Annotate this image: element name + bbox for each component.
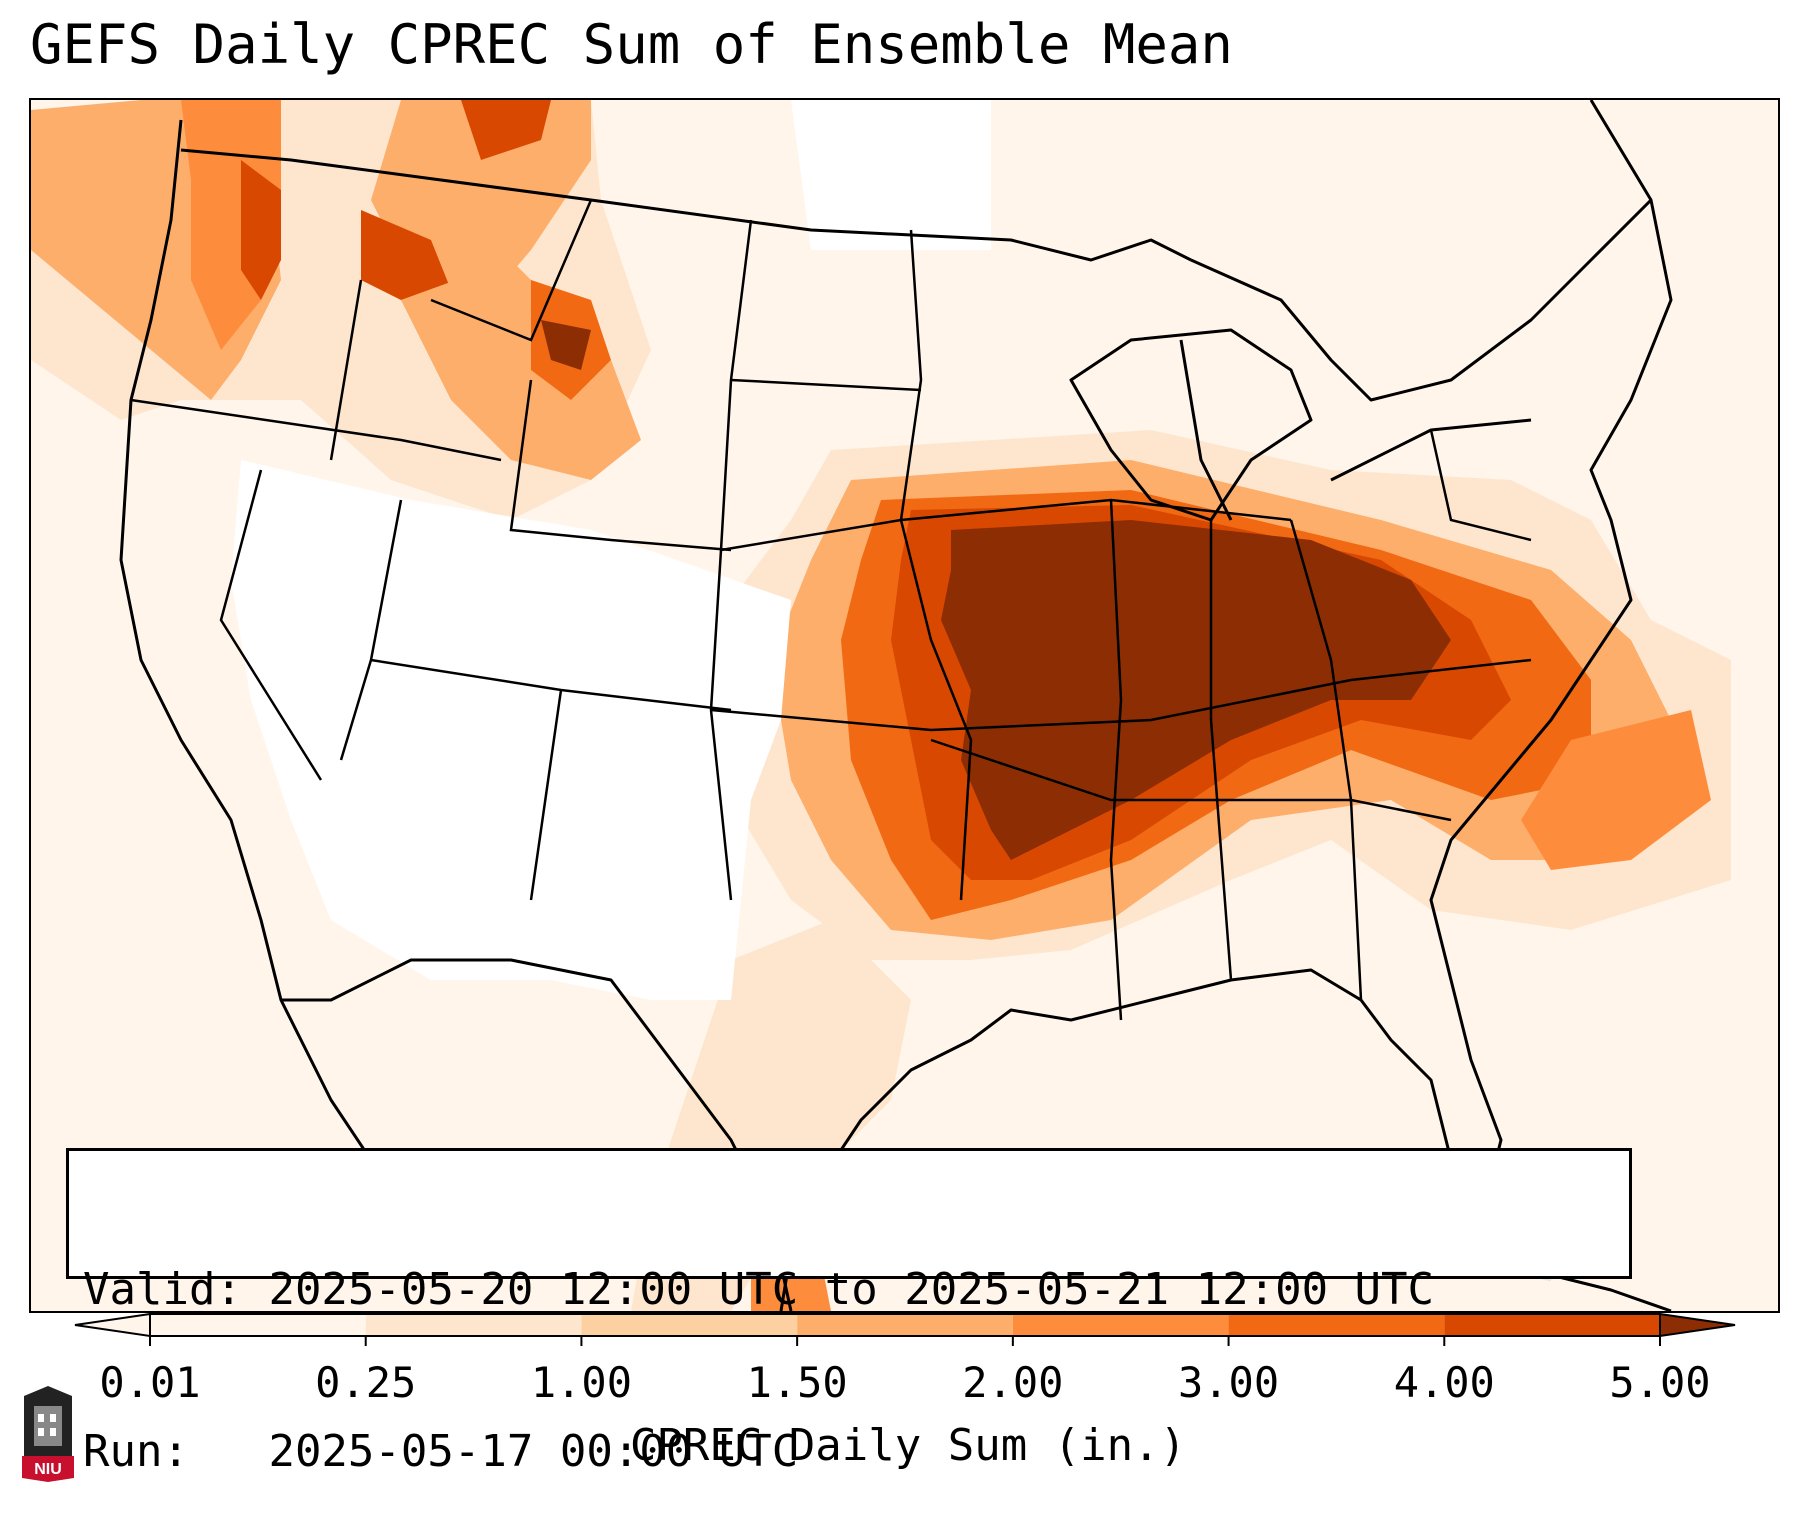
colorbar-segment — [1228, 1314, 1445, 1336]
colorbar-tick-label: 0.01 — [99, 1358, 201, 1407]
run-value: 2025-05-17 00:00 UTC — [268, 1426, 799, 1477]
border-ne-ks-row — [720, 498, 1292, 552]
colorbar-title: CPREC Daily Sum (in.) — [629, 1420, 1187, 1471]
colorbar-extend-high — [1659, 1312, 1736, 1338]
colorbar-segment — [797, 1314, 1013, 1336]
border-az-nm — [529, 689, 563, 901]
border-mo-il-row — [1109, 499, 1123, 1021]
border-plains-east — [899, 229, 973, 901]
border-sc — [1350, 798, 1452, 822]
run-row: Run: 2025-05-17 00:00 UTC — [83, 1425, 1629, 1479]
precip-wyoming-core — [541, 320, 591, 370]
colorbar-tick-label: 4.00 — [1393, 1358, 1495, 1407]
precipitation-map — [29, 98, 1780, 1313]
colorbar-svg — [74, 1312, 1736, 1346]
colorbar-tick-label: 1.00 — [530, 1358, 632, 1407]
colorbar-tick-label: 1.50 — [746, 1358, 848, 1407]
logo-window-2 — [50, 1414, 56, 1422]
precip-west-clear — [231, 460, 791, 1000]
border-nd-sd — [730, 378, 922, 392]
precip-olympic-core — [241, 160, 281, 300]
colorbar-outline — [149, 1313, 1661, 1337]
precip-shading — [31, 100, 1778, 1311]
colorbar — [70, 1312, 1740, 1356]
logo-window-3 — [38, 1428, 44, 1436]
border-in-al-row — [1209, 520, 1233, 981]
colorbar-tick-label: 2.00 — [962, 1358, 1064, 1407]
border-ar-ms-row — [930, 738, 1351, 802]
precip-dakota-clear — [791, 100, 991, 250]
colorbar-segment — [1444, 1314, 1660, 1336]
logo-tower — [34, 1406, 62, 1446]
chart-title: GEFS Daily CPREC Sum of Ensemble Mean — [30, 13, 1233, 76]
logo-text: NIU — [34, 1461, 62, 1478]
colorbar-tick-label: 0.25 — [315, 1358, 417, 1407]
colorbar-tick-label: 3.00 — [1177, 1358, 1280, 1407]
valid-label: Valid: — [83, 1264, 242, 1315]
valid-row: Valid: 2025-05-20 12:00 UTC to 2025-05-2… — [83, 1263, 1629, 1317]
great-lakes — [1069, 328, 1313, 522]
colorbar-segment — [581, 1314, 798, 1336]
valid-run-info-box: Valid: 2025-05-20 12:00 UTC to 2025-05-2… — [66, 1148, 1632, 1477]
border-canada-east — [1190, 198, 1653, 402]
colorbar-segment — [150, 1314, 366, 1336]
border-oh-ga-row — [1289, 519, 1363, 1001]
colorbar-segment — [365, 1314, 582, 1336]
precip-offshore-deep — [1521, 710, 1711, 870]
run-label: Run: — [83, 1426, 189, 1477]
precip-idaho-core — [361, 210, 451, 300]
border-or-id — [329, 279, 363, 461]
border-id-mt — [430, 199, 593, 342]
colorbar-segment — [1012, 1314, 1229, 1336]
niu-logo: NIU — [20, 1386, 76, 1482]
state-borders — [130, 199, 1532, 1021]
lake-michigan — [1179, 339, 1233, 521]
border-ny-pa — [1429, 429, 1532, 542]
precip-montana-core — [461, 100, 551, 160]
colorbar-extend-low — [74, 1312, 151, 1338]
border-wy-co — [509, 379, 732, 552]
precip-central-core — [941, 520, 1451, 860]
colorbar-tick-label: 5.00 — [1609, 1358, 1711, 1407]
logo-banner — [22, 1456, 74, 1482]
logo-window-1 — [38, 1414, 44, 1422]
border-or-ca — [130, 398, 502, 462]
valid-value: 2025-05-20 12:00 UTC to 2025-05-21 12:00… — [268, 1264, 1435, 1315]
border-ok-tn-row — [710, 658, 1532, 732]
precip-wyoming-orange — [401, 260, 641, 480]
logo-window-4 — [50, 1428, 56, 1436]
border-ca-nv — [219, 469, 323, 781]
